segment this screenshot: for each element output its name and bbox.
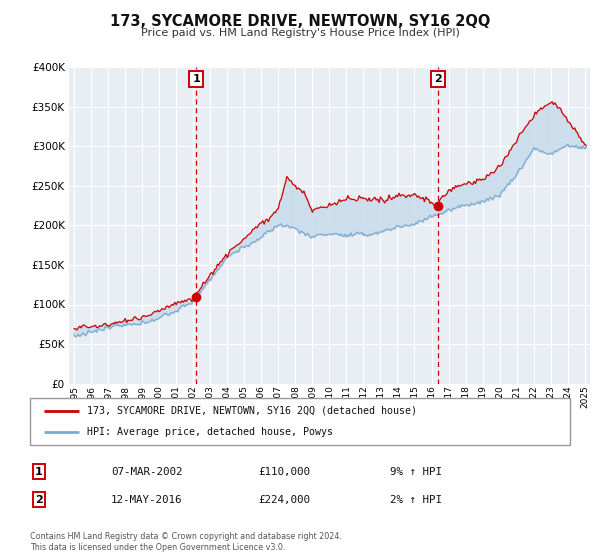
Text: 07-MAR-2002: 07-MAR-2002	[111, 466, 182, 477]
Text: 2: 2	[434, 74, 442, 84]
Text: 1: 1	[35, 466, 43, 477]
Text: 2% ↑ HPI: 2% ↑ HPI	[390, 494, 442, 505]
Text: £110,000: £110,000	[258, 466, 310, 477]
Text: 12-MAY-2016: 12-MAY-2016	[111, 494, 182, 505]
Text: 173, SYCAMORE DRIVE, NEWTOWN, SY16 2QQ (detached house): 173, SYCAMORE DRIVE, NEWTOWN, SY16 2QQ (…	[86, 406, 416, 416]
Text: £224,000: £224,000	[258, 494, 310, 505]
Text: 173, SYCAMORE DRIVE, NEWTOWN, SY16 2QQ: 173, SYCAMORE DRIVE, NEWTOWN, SY16 2QQ	[110, 14, 490, 29]
Text: Contains HM Land Registry data © Crown copyright and database right 2024.: Contains HM Land Registry data © Crown c…	[30, 532, 342, 541]
Text: Price paid vs. HM Land Registry's House Price Index (HPI): Price paid vs. HM Land Registry's House …	[140, 28, 460, 38]
Text: HPI: Average price, detached house, Powys: HPI: Average price, detached house, Powy…	[86, 427, 332, 437]
Text: 2: 2	[35, 494, 43, 505]
Text: 1: 1	[192, 74, 200, 84]
Text: 9% ↑ HPI: 9% ↑ HPI	[390, 466, 442, 477]
Text: This data is licensed under the Open Government Licence v3.0.: This data is licensed under the Open Gov…	[30, 543, 286, 552]
